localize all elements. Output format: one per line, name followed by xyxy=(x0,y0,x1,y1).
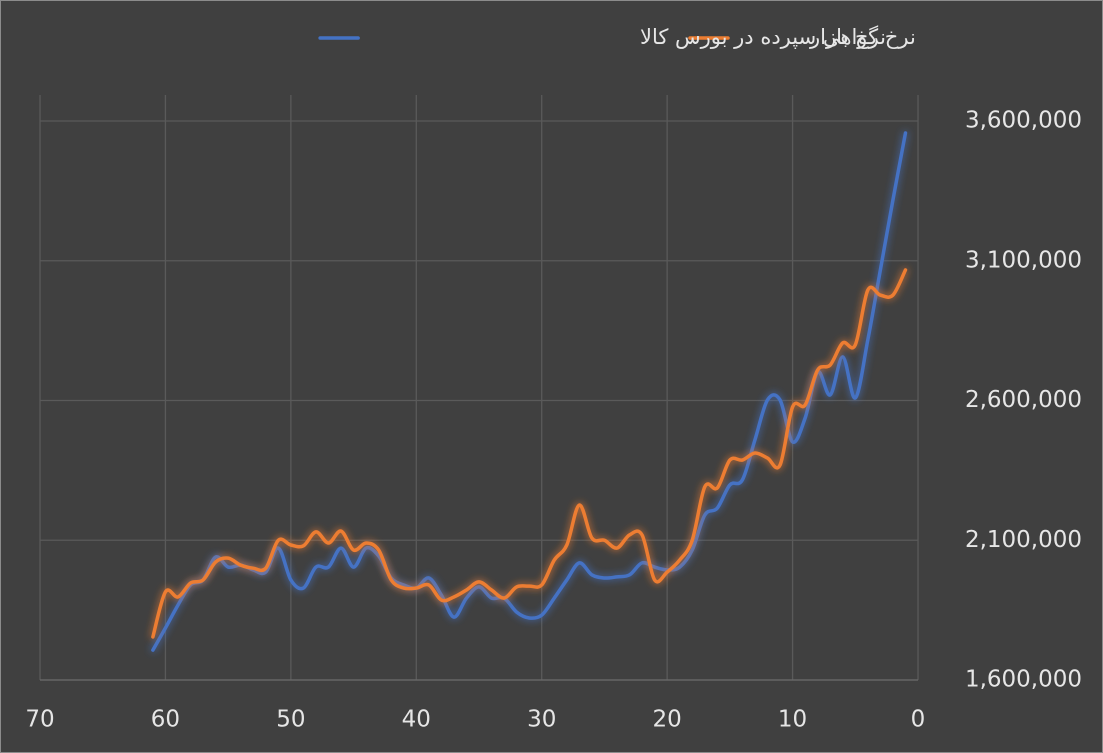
x-tick-label: 20 xyxy=(653,707,682,733)
y-tick-label: 2,600,000 xyxy=(965,387,1082,413)
legend-label: نرخ بازار xyxy=(809,25,886,49)
x-tick-label: 0 xyxy=(911,707,926,733)
x-tick-label: 30 xyxy=(527,707,556,733)
y-tick-label: 1,600,000 xyxy=(965,667,1082,693)
legend-label: نرخ گواهی سپرده در بورس کالا xyxy=(640,25,916,49)
x-tick-label: 50 xyxy=(276,707,305,733)
x-tick-label: 10 xyxy=(778,707,807,733)
series-line xyxy=(151,131,908,652)
y-tick-label: 2,100,000 xyxy=(965,527,1082,553)
x-tick-label: 40 xyxy=(402,707,431,733)
x-tick-label: 70 xyxy=(25,707,54,733)
series-line xyxy=(151,268,908,639)
y-tick-label: 3,100,000 xyxy=(965,247,1082,273)
x-tick-label: 60 xyxy=(151,707,180,733)
y-tick-label: 3,600,000 xyxy=(965,108,1082,134)
